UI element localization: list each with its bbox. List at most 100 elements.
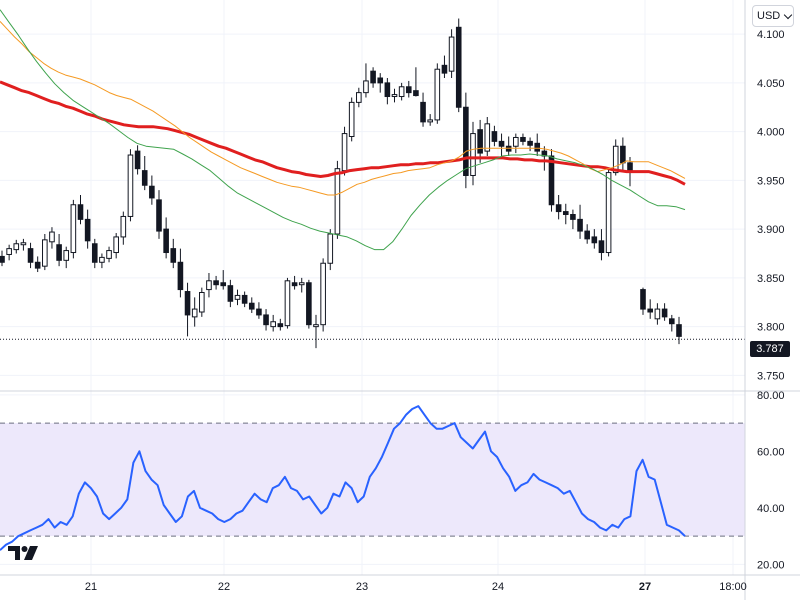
candle — [241, 291, 248, 308]
candle-body-down — [248, 302, 255, 310]
candle-body-down — [377, 77, 384, 84]
candle — [156, 190, 162, 239]
candle — [84, 209, 91, 249]
candle — [291, 275, 298, 290]
candle — [256, 302, 262, 319]
price-axis-tick-label: 3.800 — [757, 322, 785, 334]
candle — [184, 282, 191, 337]
candle — [191, 297, 198, 327]
candle-body-down — [134, 150, 141, 170]
candle — [113, 233, 119, 259]
time-axis-tick-label: 22 — [218, 581, 230, 593]
candle-body-up — [341, 133, 348, 172]
candle-body-down — [227, 285, 234, 302]
candle — [177, 248, 184, 298]
candle — [491, 125, 498, 147]
candle — [605, 168, 612, 257]
candle — [470, 121, 476, 186]
candle — [534, 133, 541, 156]
rsi-line — [0, 405, 686, 551]
candle-body-up — [106, 250, 112, 259]
candle-body-down — [277, 323, 284, 328]
rsi-axis-tick-label: 40.00 — [757, 503, 785, 515]
candle — [170, 238, 177, 269]
candle — [654, 303, 661, 325]
candle — [477, 119, 483, 163]
price-axis-tick-label: 3.900 — [757, 224, 785, 236]
candle-body-down — [263, 314, 269, 326]
candle — [505, 136, 512, 156]
candle — [448, 29, 455, 78]
candle-body-up — [398, 86, 405, 98]
candle-body-up — [199, 292, 205, 313]
candle-body-up — [612, 145, 619, 174]
candle — [163, 217, 169, 259]
candle — [199, 287, 205, 317]
candle — [498, 133, 505, 156]
candle-body-down — [647, 308, 654, 313]
candle — [127, 149, 134, 222]
candle — [91, 238, 98, 269]
candle — [320, 258, 326, 332]
candle-body-up — [49, 231, 55, 243]
candle-body-down — [527, 140, 533, 146]
candle — [669, 314, 675, 332]
candle-body-down — [676, 324, 682, 337]
candle-body-up — [70, 204, 77, 254]
candle-body-up — [605, 172, 612, 254]
candle-body-down — [661, 308, 668, 318]
candle-body-up — [348, 101, 355, 137]
candle — [220, 270, 227, 290]
rsi-axis-tick-label: 60.00 — [757, 446, 785, 458]
candle-body-down — [163, 228, 169, 254]
time-axis-tick-label: 21 — [85, 581, 97, 593]
candle — [455, 18, 462, 113]
candle-body-down — [77, 204, 84, 220]
candle-body-down — [640, 289, 646, 310]
candle — [42, 234, 48, 271]
candle-body-down — [56, 244, 62, 261]
candle — [298, 277, 305, 293]
candle — [398, 82, 405, 101]
candle-body-down — [555, 204, 562, 213]
candle-body-down — [463, 106, 469, 176]
candle — [70, 199, 77, 259]
candle — [676, 316, 682, 345]
candle — [391, 88, 398, 103]
candle — [640, 287, 646, 315]
candle — [413, 67, 419, 97]
candle-body-up — [363, 80, 369, 94]
candle-body-up — [120, 215, 127, 238]
rsi-band-fill — [0, 423, 745, 537]
candle-body-up — [427, 119, 433, 123]
candle — [384, 78, 391, 105]
candle-body-up — [20, 242, 27, 246]
candle-body-up — [42, 239, 48, 267]
currency-select-button[interactable]: USD — [752, 5, 794, 27]
candle-body-down — [220, 282, 227, 287]
candle-body-up — [654, 308, 661, 320]
candle-body-down — [184, 291, 191, 316]
candle-body-down — [477, 129, 483, 154]
candle — [434, 63, 441, 124]
candle-body-down — [413, 90, 419, 97]
candle — [106, 246, 112, 263]
candle-body-down — [455, 26, 462, 108]
candle-body-down — [420, 101, 426, 123]
time-axis-tick-label: 18:00 — [719, 581, 747, 593]
candle-body-down — [291, 282, 298, 287]
candle-body-up — [484, 123, 491, 152]
candle — [562, 203, 569, 225]
candle — [20, 238, 27, 251]
candle — [420, 92, 426, 127]
candle-body-down — [591, 236, 598, 244]
candle — [591, 229, 598, 249]
time-axis-tick-label: 27 — [639, 581, 651, 593]
candle — [620, 137, 626, 171]
rsi-axis-tick-label: 80.00 — [757, 390, 785, 402]
candle — [348, 97, 355, 142]
candle — [541, 146, 548, 171]
candle-body-down — [491, 131, 498, 142]
candle-body-up — [6, 248, 12, 255]
